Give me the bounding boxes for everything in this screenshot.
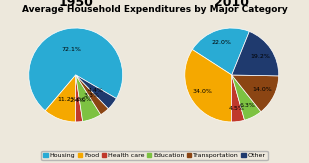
Text: 4.4%: 4.4% <box>88 88 104 93</box>
Text: 4.5%: 4.5% <box>228 106 244 111</box>
Wedge shape <box>76 75 108 115</box>
Text: 72.1%: 72.1% <box>61 47 81 52</box>
Text: 22.0%: 22.0% <box>212 40 231 45</box>
Wedge shape <box>192 28 249 75</box>
Wedge shape <box>232 31 279 76</box>
Text: Average Household Expenditures by Major Category: Average Household Expenditures by Major … <box>22 5 287 14</box>
Wedge shape <box>29 28 123 111</box>
Title: 1950: 1950 <box>58 0 93 9</box>
Wedge shape <box>185 50 232 122</box>
Text: 19.2%: 19.2% <box>250 54 270 59</box>
Text: 6.6%: 6.6% <box>77 97 93 102</box>
Text: 11.2%: 11.2% <box>57 97 77 102</box>
Wedge shape <box>232 75 279 112</box>
Text: 34.0%: 34.0% <box>192 89 212 94</box>
Title: 2010: 2010 <box>214 0 249 9</box>
Wedge shape <box>232 75 261 120</box>
Text: 14.0%: 14.0% <box>252 88 272 92</box>
Wedge shape <box>76 75 101 121</box>
Text: 3.3%: 3.3% <box>84 93 100 98</box>
Wedge shape <box>76 75 116 109</box>
Wedge shape <box>45 75 76 122</box>
Wedge shape <box>231 75 244 122</box>
Wedge shape <box>76 75 83 122</box>
Text: 2.4%: 2.4% <box>70 98 86 103</box>
Legend: Housing, Food, Health care, Education, Transportation, Other: Housing, Food, Health care, Education, T… <box>41 151 268 160</box>
Text: 6.3%: 6.3% <box>239 103 255 108</box>
